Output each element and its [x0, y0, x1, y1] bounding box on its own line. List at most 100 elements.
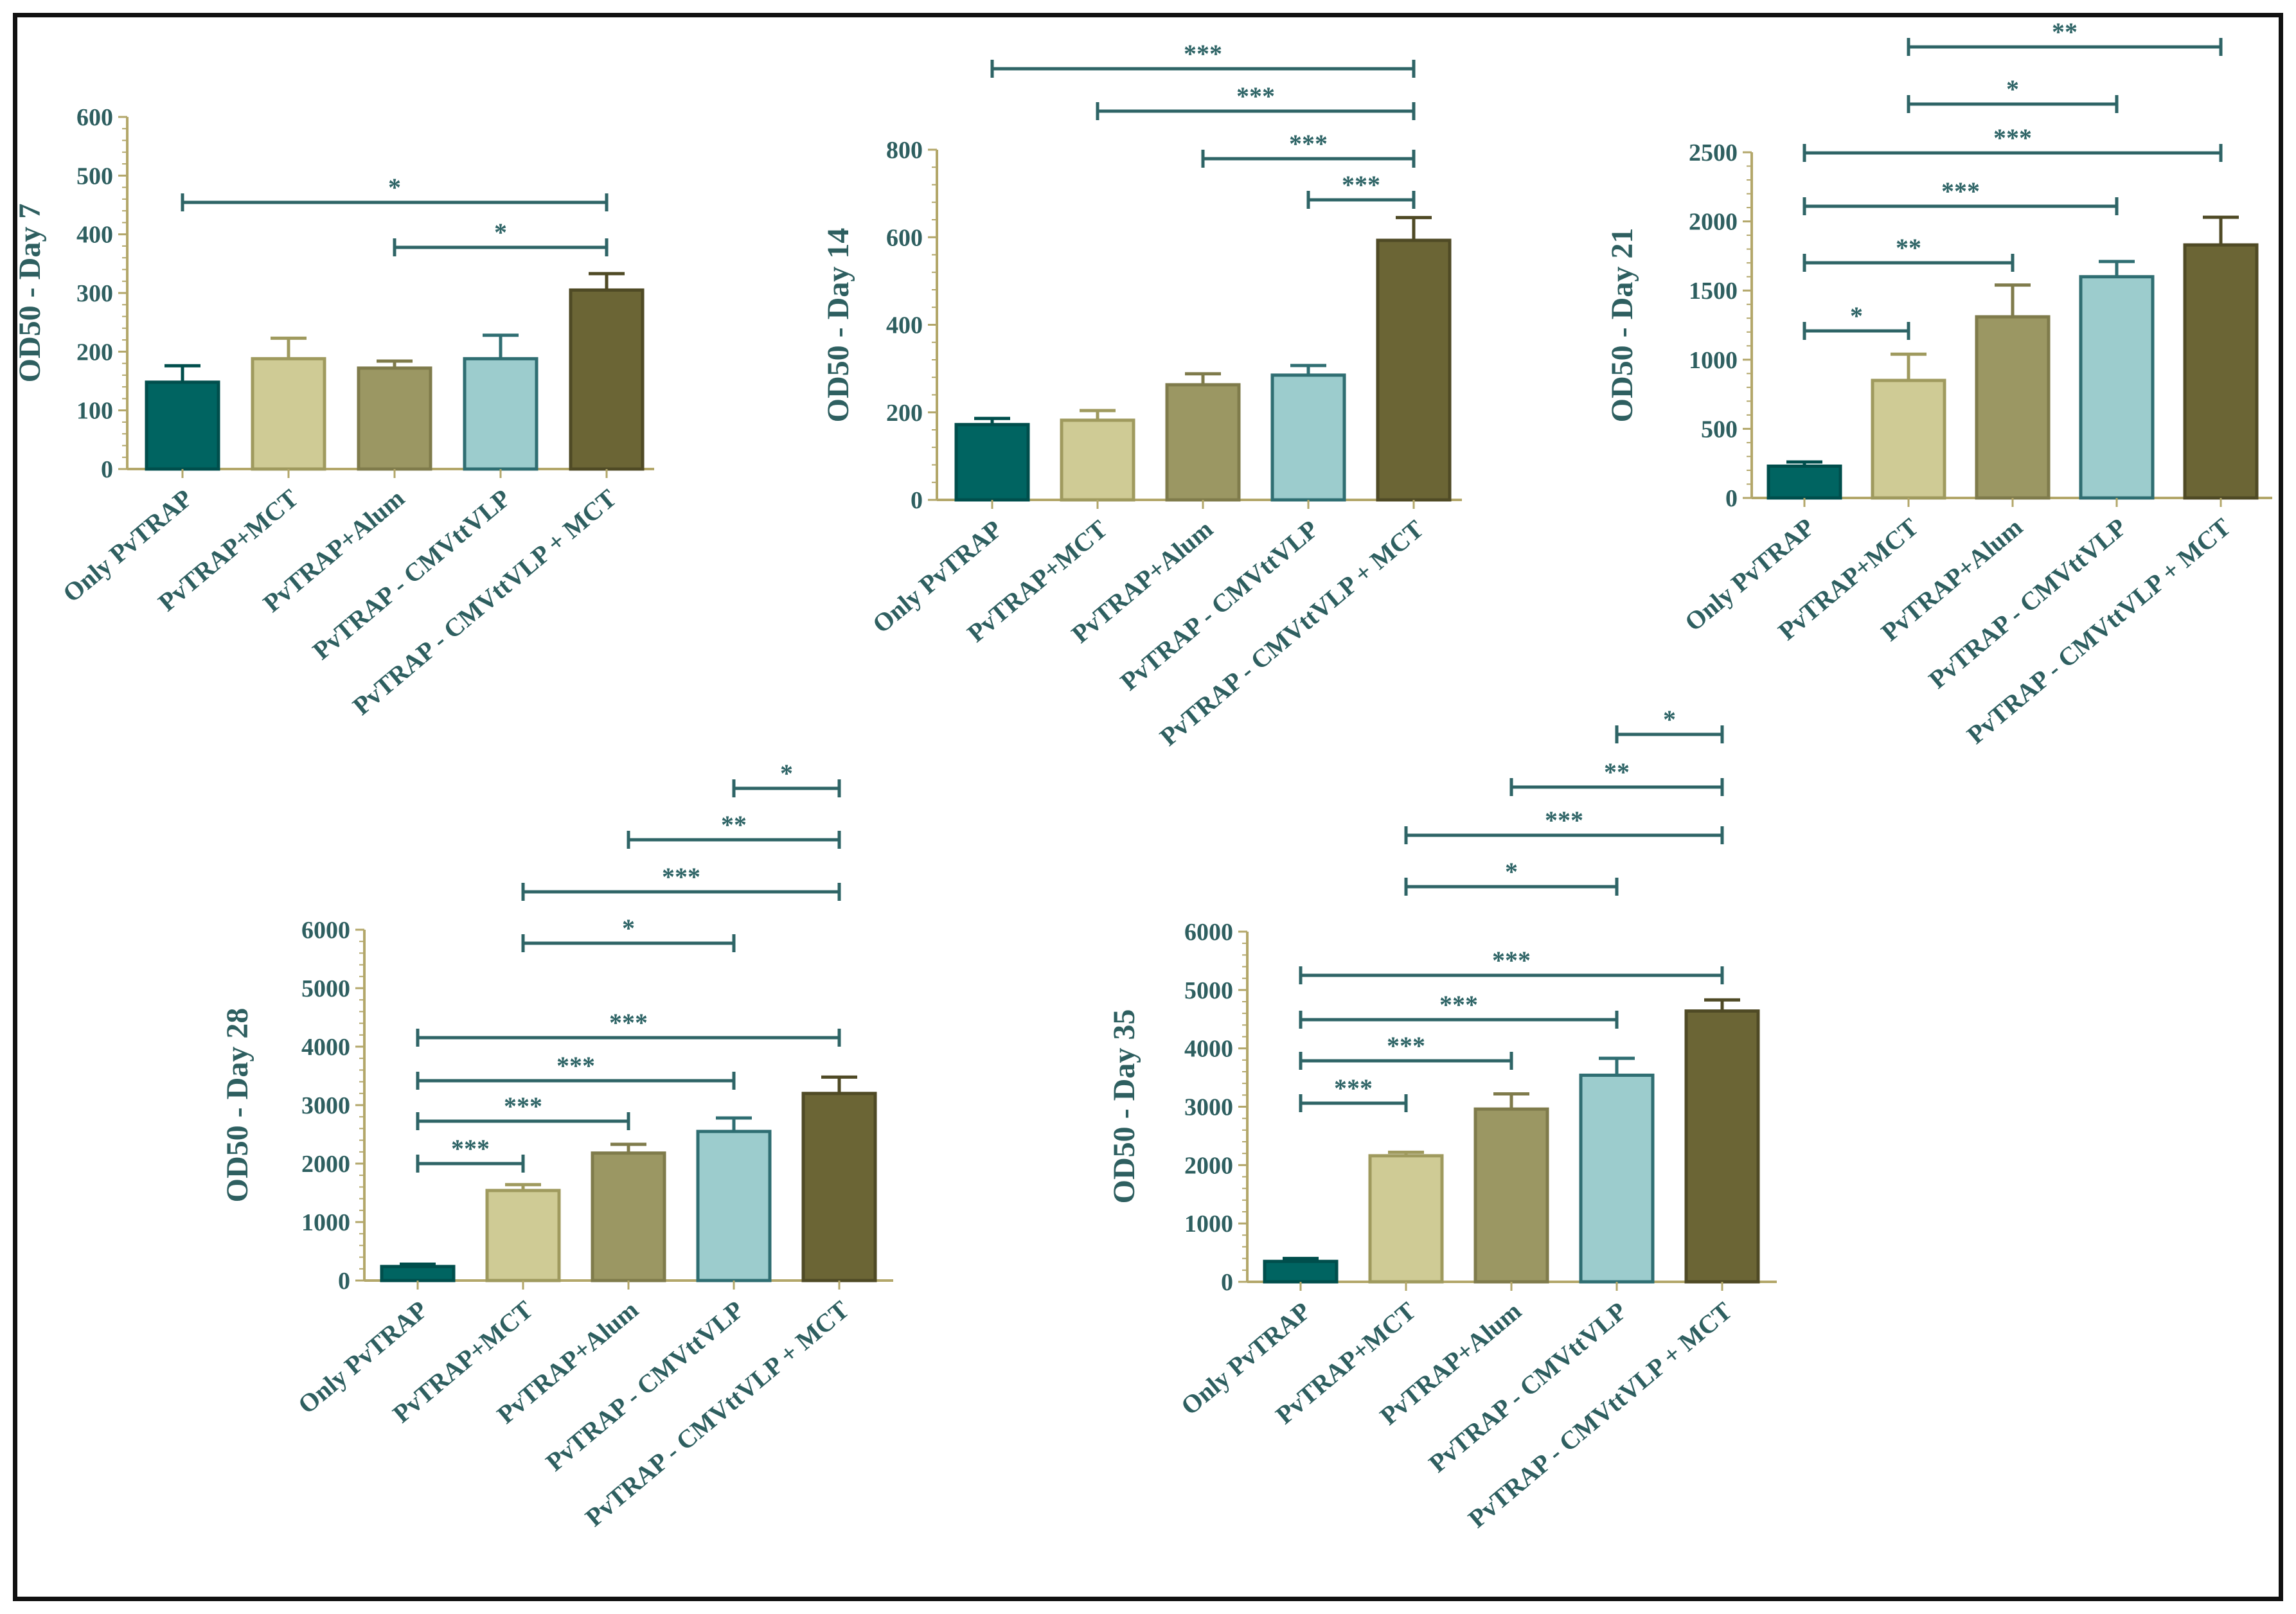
significance-label: *** — [1941, 177, 1980, 206]
significance-label: *** — [1342, 170, 1380, 199]
y-tick-label: 200 — [886, 400, 923, 427]
bar — [2079, 275, 2155, 500]
y-tick-label: 2500 — [1689, 139, 1738, 166]
y-tick-label: 4000 — [301, 1034, 350, 1061]
y-tick-label: 6000 — [1184, 919, 1233, 946]
y-tick-label: 4000 — [1184, 1036, 1233, 1063]
y-tick-label: 0 — [1725, 485, 1738, 512]
y-axis-title: OD50 - Day 35 — [1107, 1009, 1141, 1204]
significance-label: ** — [1604, 758, 1630, 786]
significance-label: * — [1505, 857, 1518, 886]
bar — [485, 1189, 561, 1282]
bar — [1766, 465, 1842, 500]
bar — [1270, 373, 1346, 502]
significance-label: * — [1850, 301, 1863, 330]
bar — [1376, 238, 1452, 502]
significance-label: ** — [721, 810, 747, 839]
y-tick-label: 2000 — [1184, 1152, 1233, 1179]
y-tick-label: 800 — [886, 137, 923, 164]
bar — [357, 366, 432, 471]
bar — [2183, 243, 2259, 500]
x-tick-label: PvTRAP - CMVttVLP — [1923, 512, 2132, 694]
bar — [1975, 315, 2051, 500]
bar — [1473, 1107, 1549, 1284]
x-tick-label: PvTRAP - CMVttVLP — [540, 1295, 749, 1477]
significance-label: *** — [1545, 806, 1583, 835]
y-tick-label: 6000 — [301, 917, 350, 944]
y-tick-label: 0 — [338, 1268, 350, 1295]
significance-label: *** — [609, 1008, 648, 1037]
y-tick-label: 500 — [1701, 416, 1738, 443]
significance-label: ** — [2052, 17, 2078, 46]
significance-label: * — [388, 173, 401, 202]
y-tick-label: 600 — [886, 224, 923, 251]
bar — [1871, 378, 1946, 500]
significance-label: *** — [1289, 129, 1328, 158]
bar — [145, 380, 220, 471]
bar — [591, 1151, 666, 1282]
y-tick-label: 100 — [76, 398, 113, 425]
bar — [801, 1092, 877, 1282]
y-axis-title: OD50 - Day 14 — [821, 228, 855, 423]
y-tick-label: 5000 — [1184, 977, 1233, 1004]
bar — [1579, 1073, 1655, 1284]
bar — [954, 423, 1030, 502]
bar — [1368, 1154, 1444, 1284]
y-tick-label: 400 — [76, 222, 113, 249]
x-tick-label: PvTRAP - CMVttVLP — [307, 483, 516, 665]
significance-label: * — [2006, 75, 2019, 103]
bar — [251, 357, 326, 471]
y-tick-label: 1000 — [1689, 347, 1738, 374]
significance-label: * — [494, 218, 507, 247]
significance-label: * — [1663, 705, 1676, 734]
y-axis-title: OD50 - Day 28 — [220, 1008, 254, 1203]
y-tick-label: 1000 — [1184, 1210, 1233, 1237]
bar — [1684, 1009, 1760, 1284]
y-tick-label: 1000 — [301, 1209, 350, 1236]
y-tick-label: 200 — [76, 339, 113, 366]
bar — [380, 1264, 456, 1282]
significance-label: *** — [1236, 82, 1275, 111]
significance-label: *** — [556, 1051, 595, 1080]
significance-label: *** — [662, 862, 700, 891]
significance-label: *** — [1492, 946, 1531, 975]
significance-label: *** — [1439, 990, 1478, 1019]
bar — [569, 288, 645, 471]
y-tick-label: 0 — [1221, 1269, 1233, 1296]
x-tick-label: PvTRAP - CMVttVLP — [1115, 514, 1324, 696]
y-tick-label: 300 — [76, 280, 113, 307]
significance-label: *** — [1334, 1074, 1373, 1103]
y-tick-label: 400 — [886, 312, 923, 339]
y-tick-label: 0 — [101, 456, 113, 483]
significance-label: *** — [451, 1134, 490, 1163]
bar — [1060, 418, 1135, 502]
y-axis-title: OD50 - Day 7 — [17, 204, 47, 383]
x-tick-label: PvTRAP - CMVttVLP — [1423, 1296, 1632, 1478]
bar — [1263, 1259, 1339, 1284]
y-tick-label: 0 — [911, 487, 923, 514]
bar — [1165, 383, 1241, 502]
y-axis-title: OD50 - Day 21 — [1605, 228, 1639, 423]
significance-label: *** — [1184, 39, 1222, 68]
y-tick-label: 2000 — [1689, 209, 1738, 236]
significance-label: *** — [1387, 1031, 1425, 1060]
y-tick-label: 1500 — [1689, 278, 1738, 305]
y-tick-label: 500 — [76, 163, 113, 190]
y-tick-label: 2000 — [301, 1151, 350, 1178]
significance-label: *** — [504, 1092, 542, 1121]
y-tick-label: 5000 — [301, 975, 350, 1002]
bar — [463, 357, 538, 471]
y-tick-label: 3000 — [301, 1092, 350, 1119]
y-tick-label: 3000 — [1184, 1094, 1233, 1121]
significance-label: * — [780, 759, 793, 788]
significance-label: *** — [1993, 123, 2032, 152]
y-tick-label: 600 — [76, 104, 113, 131]
significance-label: ** — [1896, 233, 1921, 262]
